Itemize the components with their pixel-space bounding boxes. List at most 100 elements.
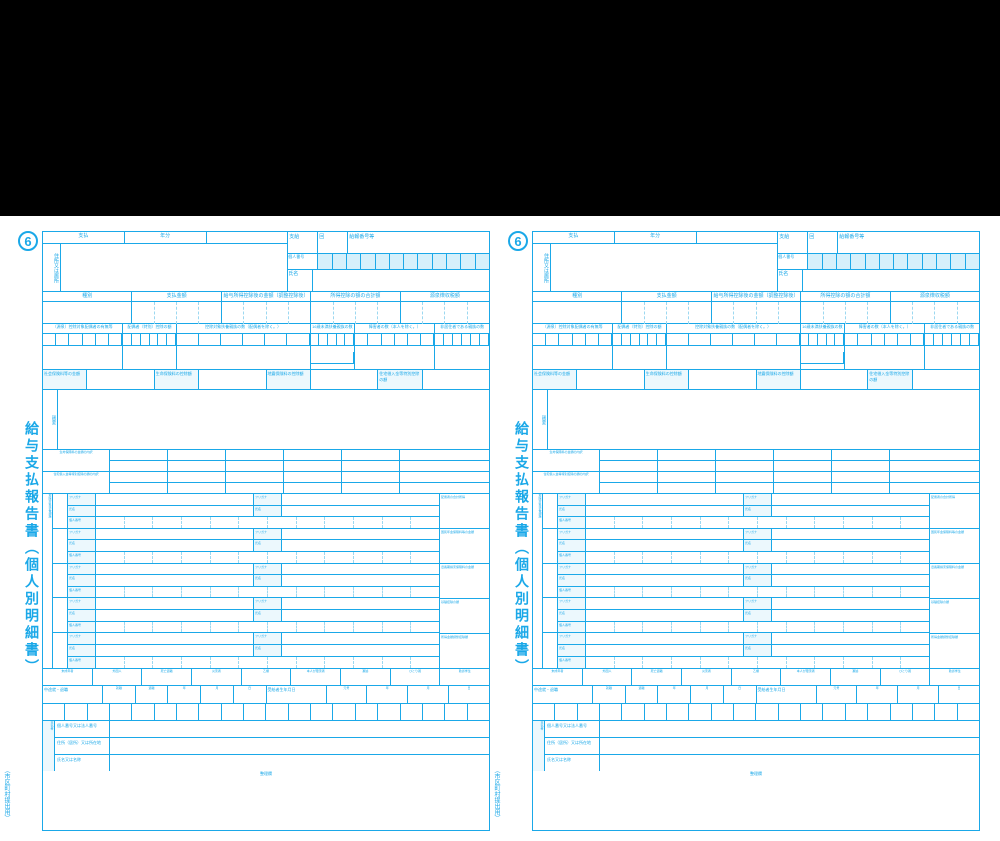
bottom-cell[interactable]	[667, 704, 689, 720]
bottom-cell[interactable]	[823, 704, 845, 720]
insurance-value[interactable]	[199, 370, 265, 389]
detail-cell[interactable]	[600, 450, 658, 460]
detail-cell[interactable]	[110, 450, 168, 460]
bottom-cell[interactable]	[846, 704, 868, 720]
amount-value[interactable]	[401, 302, 489, 324]
bottom-cell[interactable]	[333, 704, 355, 720]
detail-cell[interactable]	[110, 472, 168, 482]
insurance-value[interactable]	[689, 370, 755, 389]
dependent-number[interactable]	[586, 622, 929, 633]
detail-right-cell[interactable]	[890, 450, 979, 460]
bottom-cell[interactable]	[155, 704, 177, 720]
dependent-number[interactable]	[586, 657, 929, 668]
dependent-field[interactable]	[586, 529, 744, 540]
birthdate-cell[interactable]: 日	[449, 686, 489, 702]
bottom-cell[interactable]	[935, 704, 957, 720]
dependent-field[interactable]	[586, 633, 744, 644]
checkbox-cell[interactable]: 寡婦	[341, 669, 391, 685]
bottom-cell[interactable]	[868, 704, 890, 720]
amount-value[interactable]	[311, 302, 399, 324]
detail-cell[interactable]	[716, 472, 774, 482]
deduction-cell[interactable]	[533, 334, 613, 370]
dependent-field[interactable]	[96, 494, 254, 505]
bottom-cell[interactable]	[43, 704, 65, 720]
detail-cell[interactable]	[284, 461, 342, 471]
dependent-field[interactable]	[96, 540, 254, 551]
checkbox-cell[interactable]: ひとり親	[391, 669, 441, 685]
payer-row-value[interactable]	[110, 721, 489, 737]
dependent-field[interactable]	[586, 610, 744, 621]
amount-value[interactable]	[622, 302, 710, 324]
detail-right-cell[interactable]	[400, 450, 489, 460]
detail-cell[interactable]	[774, 450, 832, 460]
detail-cell[interactable]	[600, 472, 658, 482]
dependent-field[interactable]	[586, 506, 744, 517]
checkbox-cell[interactable]: 本人が障害者	[781, 669, 831, 685]
checkbox-cell[interactable]: 死亡退職	[632, 669, 682, 685]
bottom-cell[interactable]	[555, 704, 577, 720]
checkbox-cell[interactable]: 乙欄	[242, 669, 292, 685]
dependent-number[interactable]	[96, 517, 439, 528]
detail-cell[interactable]	[716, 461, 774, 471]
dependent-field[interactable]	[586, 645, 744, 656]
bottom-cell[interactable]	[110, 704, 132, 720]
dependent-field[interactable]	[96, 610, 254, 621]
payer-row-value[interactable]	[600, 721, 979, 737]
bottom-cell[interactable]	[401, 704, 423, 720]
dependent-field[interactable]	[96, 564, 254, 575]
name-field[interactable]	[313, 270, 489, 292]
bottom-cell[interactable]	[801, 704, 823, 720]
midterm-cell[interactable]: 日	[234, 686, 266, 702]
insurance-value[interactable]	[423, 370, 489, 389]
checkbox-cell[interactable]: 外国人	[93, 669, 143, 685]
deduction-cell[interactable]	[435, 334, 489, 370]
deduction-cell[interactable]	[355, 334, 435, 370]
address-field[interactable]	[551, 244, 777, 292]
dependent-field[interactable]	[586, 540, 744, 551]
bottom-cell[interactable]	[712, 704, 734, 720]
dependent-field[interactable]	[96, 645, 254, 656]
bottom-cell[interactable]	[244, 704, 266, 720]
bottom-cell[interactable]	[423, 704, 445, 720]
insurance-value[interactable]	[801, 370, 867, 389]
midterm-cell[interactable]: 退職	[136, 686, 169, 702]
dependent-field[interactable]	[586, 494, 744, 505]
bottom-cell[interactable]	[289, 704, 311, 720]
detail-cell[interactable]	[284, 450, 342, 460]
birthdate-cell[interactable]: 日	[939, 686, 979, 702]
detail-right-cell[interactable]	[890, 461, 979, 471]
checkbox-cell[interactable]: 災害者	[682, 669, 732, 685]
midterm-cell[interactable]: 日	[724, 686, 756, 702]
dependent-field[interactable]	[96, 575, 254, 586]
payer-row-value[interactable]	[110, 755, 489, 771]
checkbox-cell[interactable]: 乙欄	[732, 669, 782, 685]
dependent-number[interactable]	[96, 622, 439, 633]
detail-cell[interactable]	[226, 472, 284, 482]
dependent-number[interactable]	[96, 657, 439, 668]
insurance-value[interactable]	[577, 370, 643, 389]
birthdate-cell[interactable]: 年	[367, 686, 408, 702]
dependent-field[interactable]	[586, 564, 744, 575]
deduction-cell[interactable]	[925, 334, 979, 370]
detail-cell[interactable]	[716, 483, 774, 494]
bottom-cell[interactable]	[600, 704, 622, 720]
dependent-field[interactable]	[586, 598, 744, 609]
midterm-cell[interactable]: 就職	[103, 686, 136, 702]
detail-cell[interactable]	[342, 450, 399, 460]
deduction-cell[interactable]	[311, 334, 356, 370]
midterm-cell[interactable]: 月	[691, 686, 724, 702]
bottom-cell[interactable]	[468, 704, 489, 720]
amount-value[interactable]	[533, 302, 621, 324]
bottom-cell[interactable]	[734, 704, 756, 720]
remarks-area[interactable]	[548, 390, 979, 449]
detail-cell[interactable]	[226, 450, 284, 460]
checkbox-cell[interactable]: 災害者	[192, 669, 242, 685]
insurance-value[interactable]	[913, 370, 979, 389]
bottom-cell[interactable]	[356, 704, 378, 720]
bottom-cell[interactable]	[913, 704, 935, 720]
dependent-number[interactable]	[96, 587, 439, 598]
midterm-cell[interactable]: 月	[201, 686, 234, 702]
bottom-cell[interactable]	[65, 704, 87, 720]
checkbox-cell[interactable]: 外国人	[583, 669, 633, 685]
bottom-cell[interactable]	[445, 704, 467, 720]
